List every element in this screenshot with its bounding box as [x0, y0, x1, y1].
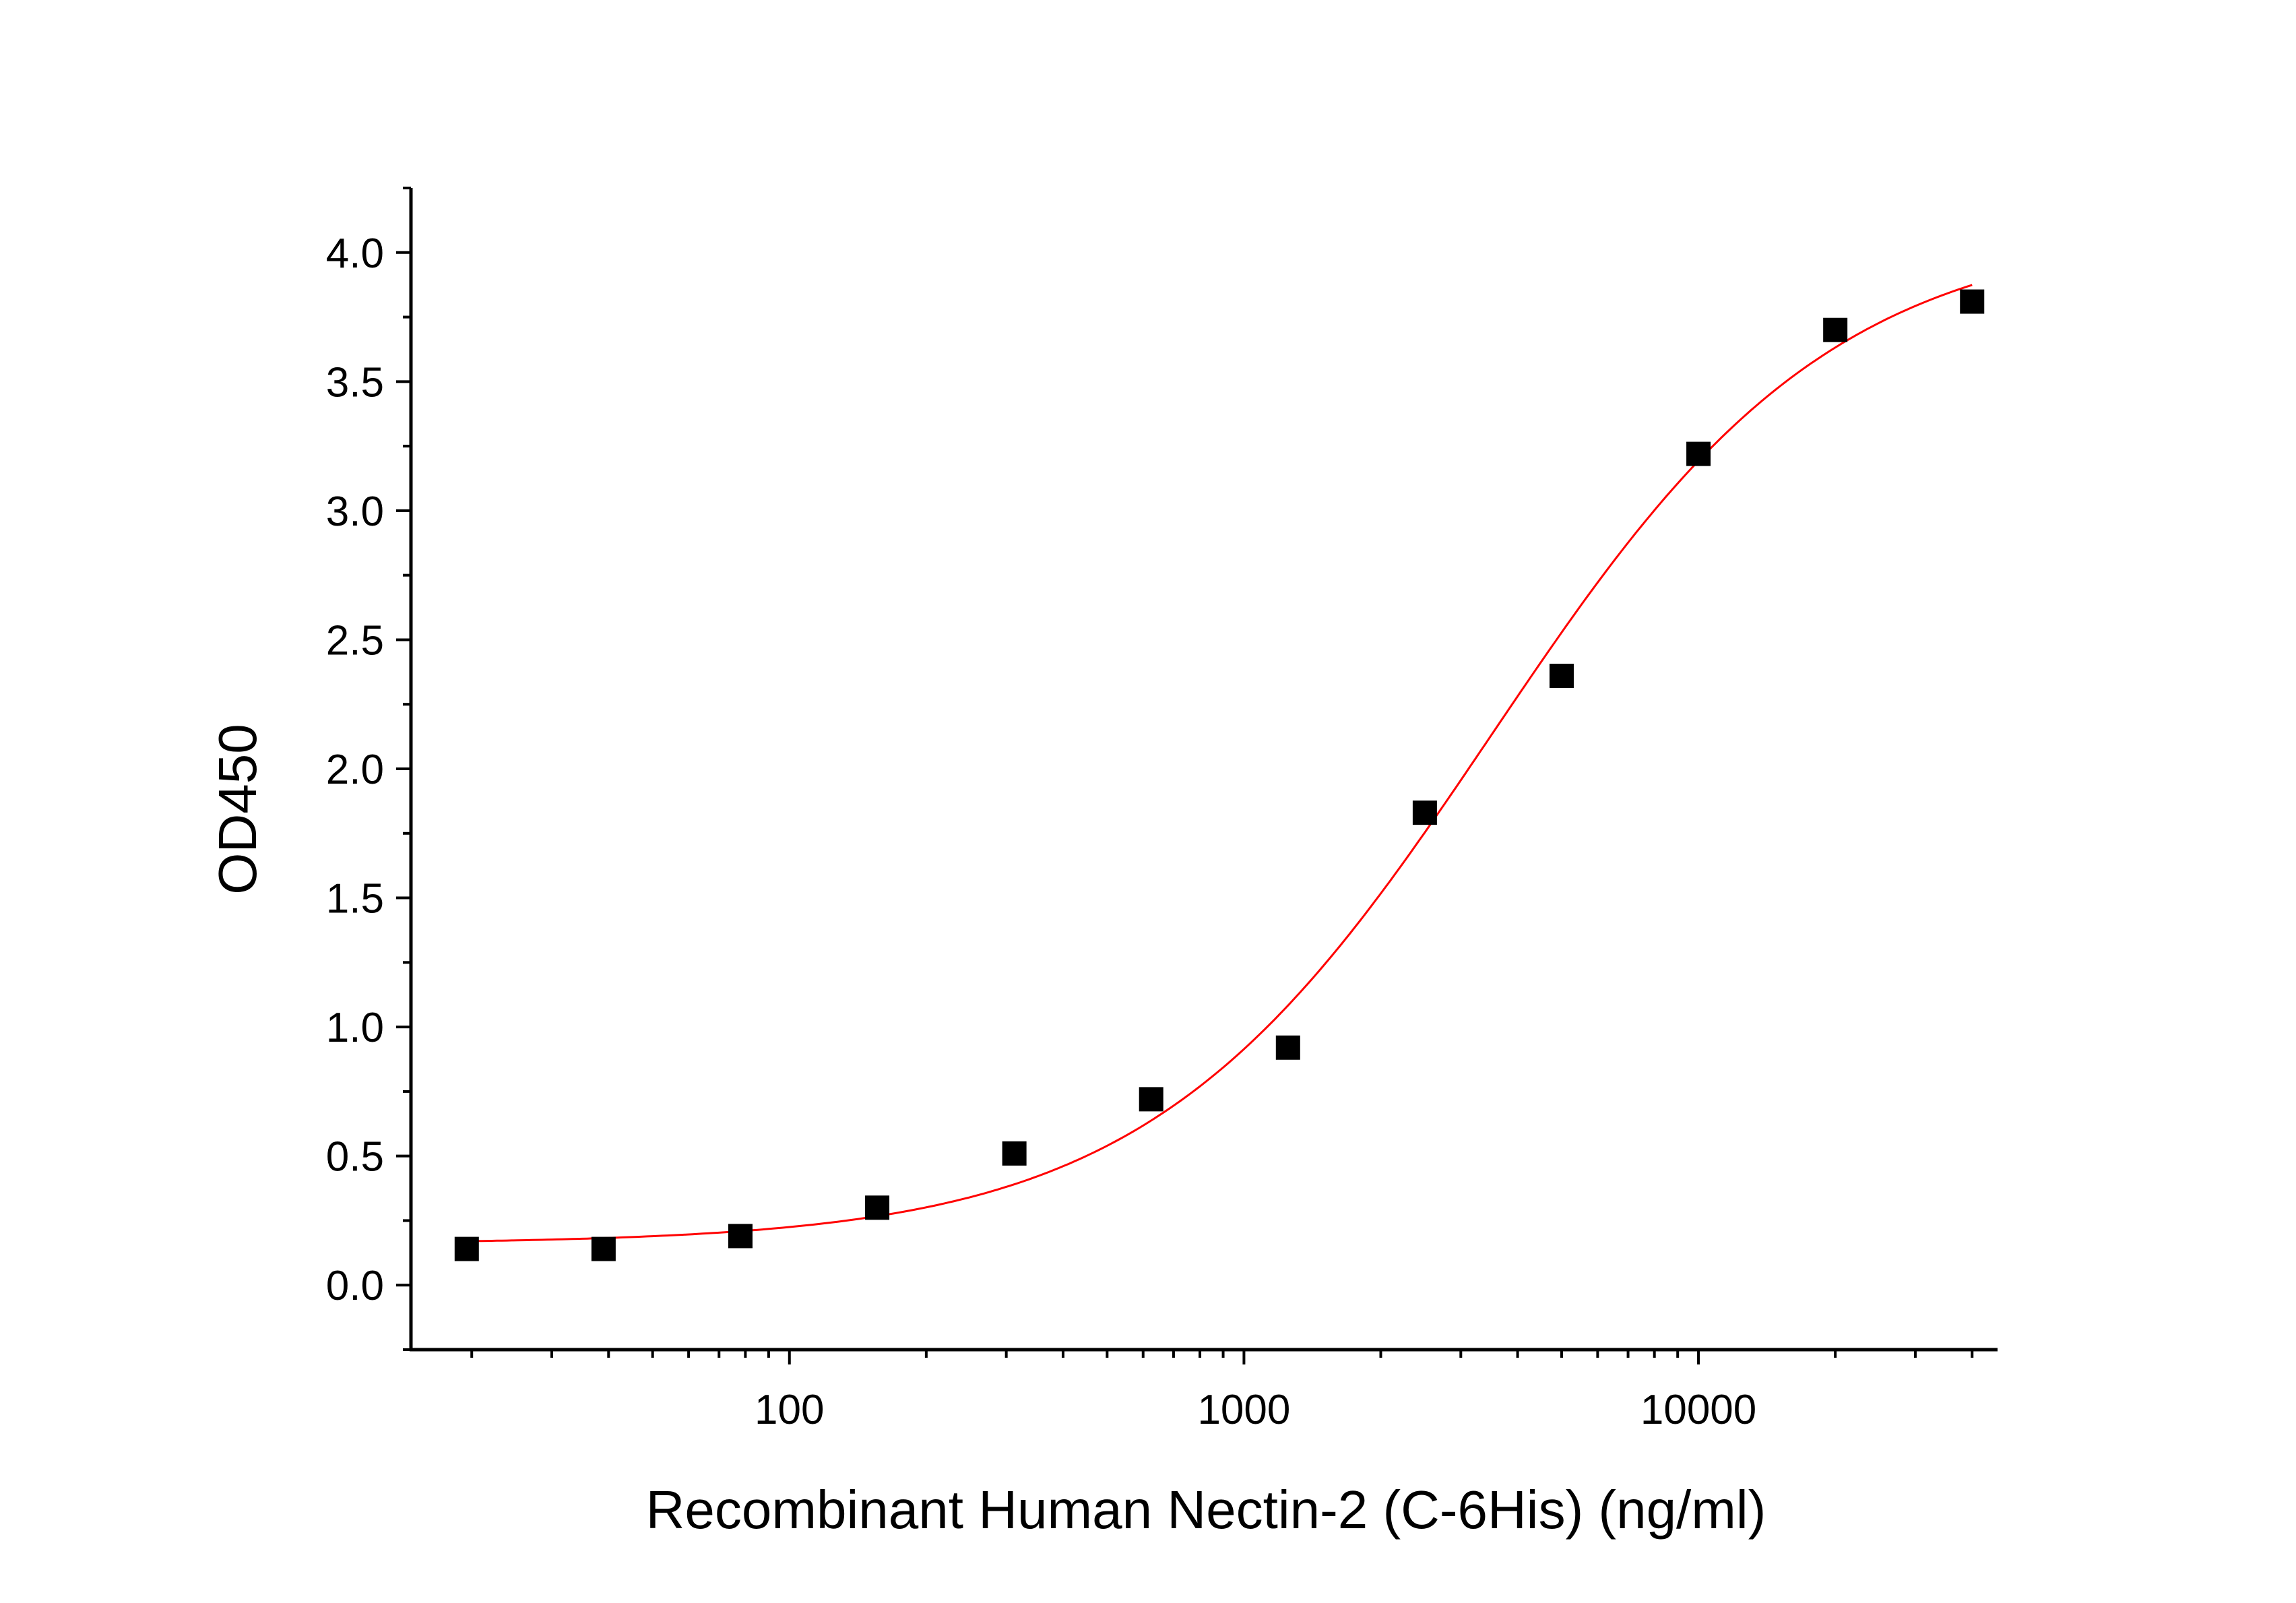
data-point [1960, 289, 1985, 314]
x-tick-label: 1000 [1197, 1387, 1290, 1433]
y-tick-label: 3.5 [326, 359, 384, 406]
fit-curve [466, 284, 1973, 1243]
data-point [728, 1224, 753, 1249]
data-points [454, 289, 1985, 1261]
axes: 0.0 0.5 1.0 1.5 2.0 2.5 3.0 3.5 4.0 100 1000 10000 [326, 187, 1998, 1433]
data-point [1549, 664, 1574, 689]
y-tick-label: 4.0 [326, 230, 384, 277]
y-tick-label: 3.0 [326, 489, 384, 535]
data-point [591, 1236, 616, 1261]
data-point [1139, 1087, 1163, 1112]
y-tick-label: 1.0 [326, 1005, 384, 1051]
data-point [1686, 441, 1711, 466]
data-point [1823, 317, 1848, 342]
y-tick-label: 2.5 [326, 617, 384, 664]
data-point [1275, 1035, 1300, 1060]
y-axis-label: OD450 [208, 724, 267, 894]
y-tick-label: 1.5 [326, 876, 384, 922]
x-tick-label: 100 [755, 1387, 824, 1433]
x-tick-label: 10000 [1640, 1387, 1756, 1433]
y-tick-label: 0.5 [326, 1134, 384, 1181]
data-point [1412, 800, 1437, 825]
y-tick-label: 2.0 [326, 747, 384, 793]
x-axis-label: Recombinant Human Nectin-2 (C-6His) (ng/… [646, 1480, 1766, 1540]
data-point [865, 1195, 890, 1220]
data-point [454, 1236, 479, 1261]
data-point [1002, 1141, 1027, 1166]
y-tick-label: 0.0 [326, 1263, 384, 1309]
